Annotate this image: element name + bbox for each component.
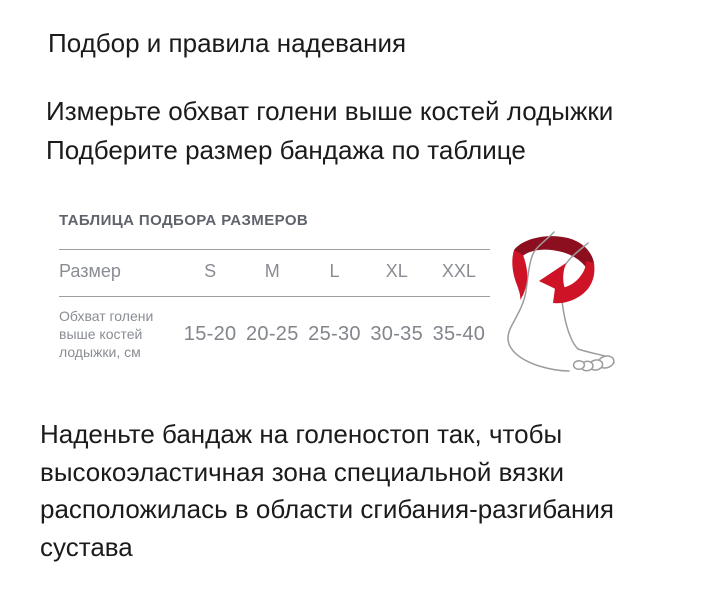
table-row-measure: Обхват голени выше костей лодыжки, см 15…: [59, 307, 490, 361]
size-cell-m: M: [264, 260, 280, 281]
intro-line-1: Измерьте обхват голени выше костей лодыж…: [46, 96, 614, 126]
band-back-icon: [514, 236, 594, 279]
measure-cell-xxl: 35-40: [432, 322, 486, 345]
measure-row-label: Обхват голени выше костей лодыжки, см: [59, 307, 179, 361]
foot-outline-icon: [507, 231, 615, 372]
band-front-left-icon: [512, 250, 528, 300]
measure-cell-m: 20-25: [245, 322, 299, 345]
instruction-line-1: Наденьте бандаж на голеностоп так, чтобы: [40, 419, 563, 449]
size-cell-l: L: [329, 260, 340, 281]
size-row-label: Размер: [59, 260, 121, 281]
table-divider-top: [59, 249, 490, 250]
measure-cell-l: 25-30: [308, 322, 361, 345]
leg-back-heel-sole-line: [507, 231, 570, 372]
page-title: Подбор и правила надевания: [48, 28, 407, 58]
table-divider-middle: [59, 296, 490, 297]
instruction-paragraph: Наденьте бандаж на голеностоп так, чтобы…: [40, 416, 614, 566]
instruction-line-3: расположилась в области сгибания-разгиба…: [40, 494, 614, 524]
intro-line-2: Подберите размер бандажа по таблице: [46, 135, 526, 165]
instruction-line-4: сустава: [40, 531, 133, 562]
measure-cell-s: 15-20: [183, 322, 237, 345]
intro-paragraph: Измерьте обхват голени выше костей лодыж…: [46, 92, 613, 170]
size-selection-table: ТАБЛИЦА ПОДБОРА РАЗМЕРОВ Размер S M L XL…: [59, 212, 490, 361]
instruction-line-2: высокоэластичная зона специальной вязки: [40, 456, 565, 487]
toe-4: [572, 359, 586, 371]
table-row-sizes: Размер S M L XL XXL: [59, 259, 490, 283]
measure-label-line-1: Обхват голени: [59, 308, 154, 324]
band-arrow-icon: [539, 263, 568, 295]
size-table-heading: ТАБЛИЦА ПОДБОРА РАЗМЕРОВ: [59, 212, 309, 229]
measure-cell-xl: 30-35: [370, 322, 424, 345]
ankle-measure-illustration: [507, 231, 615, 372]
size-cell-s: S: [204, 260, 217, 281]
measure-label-line-2: выше костей: [59, 326, 143, 342]
size-cell-xxl: XXL: [441, 260, 476, 281]
size-cell-xl: XL: [385, 260, 408, 281]
measure-label-line-3: лодыжки, см: [59, 344, 141, 360]
